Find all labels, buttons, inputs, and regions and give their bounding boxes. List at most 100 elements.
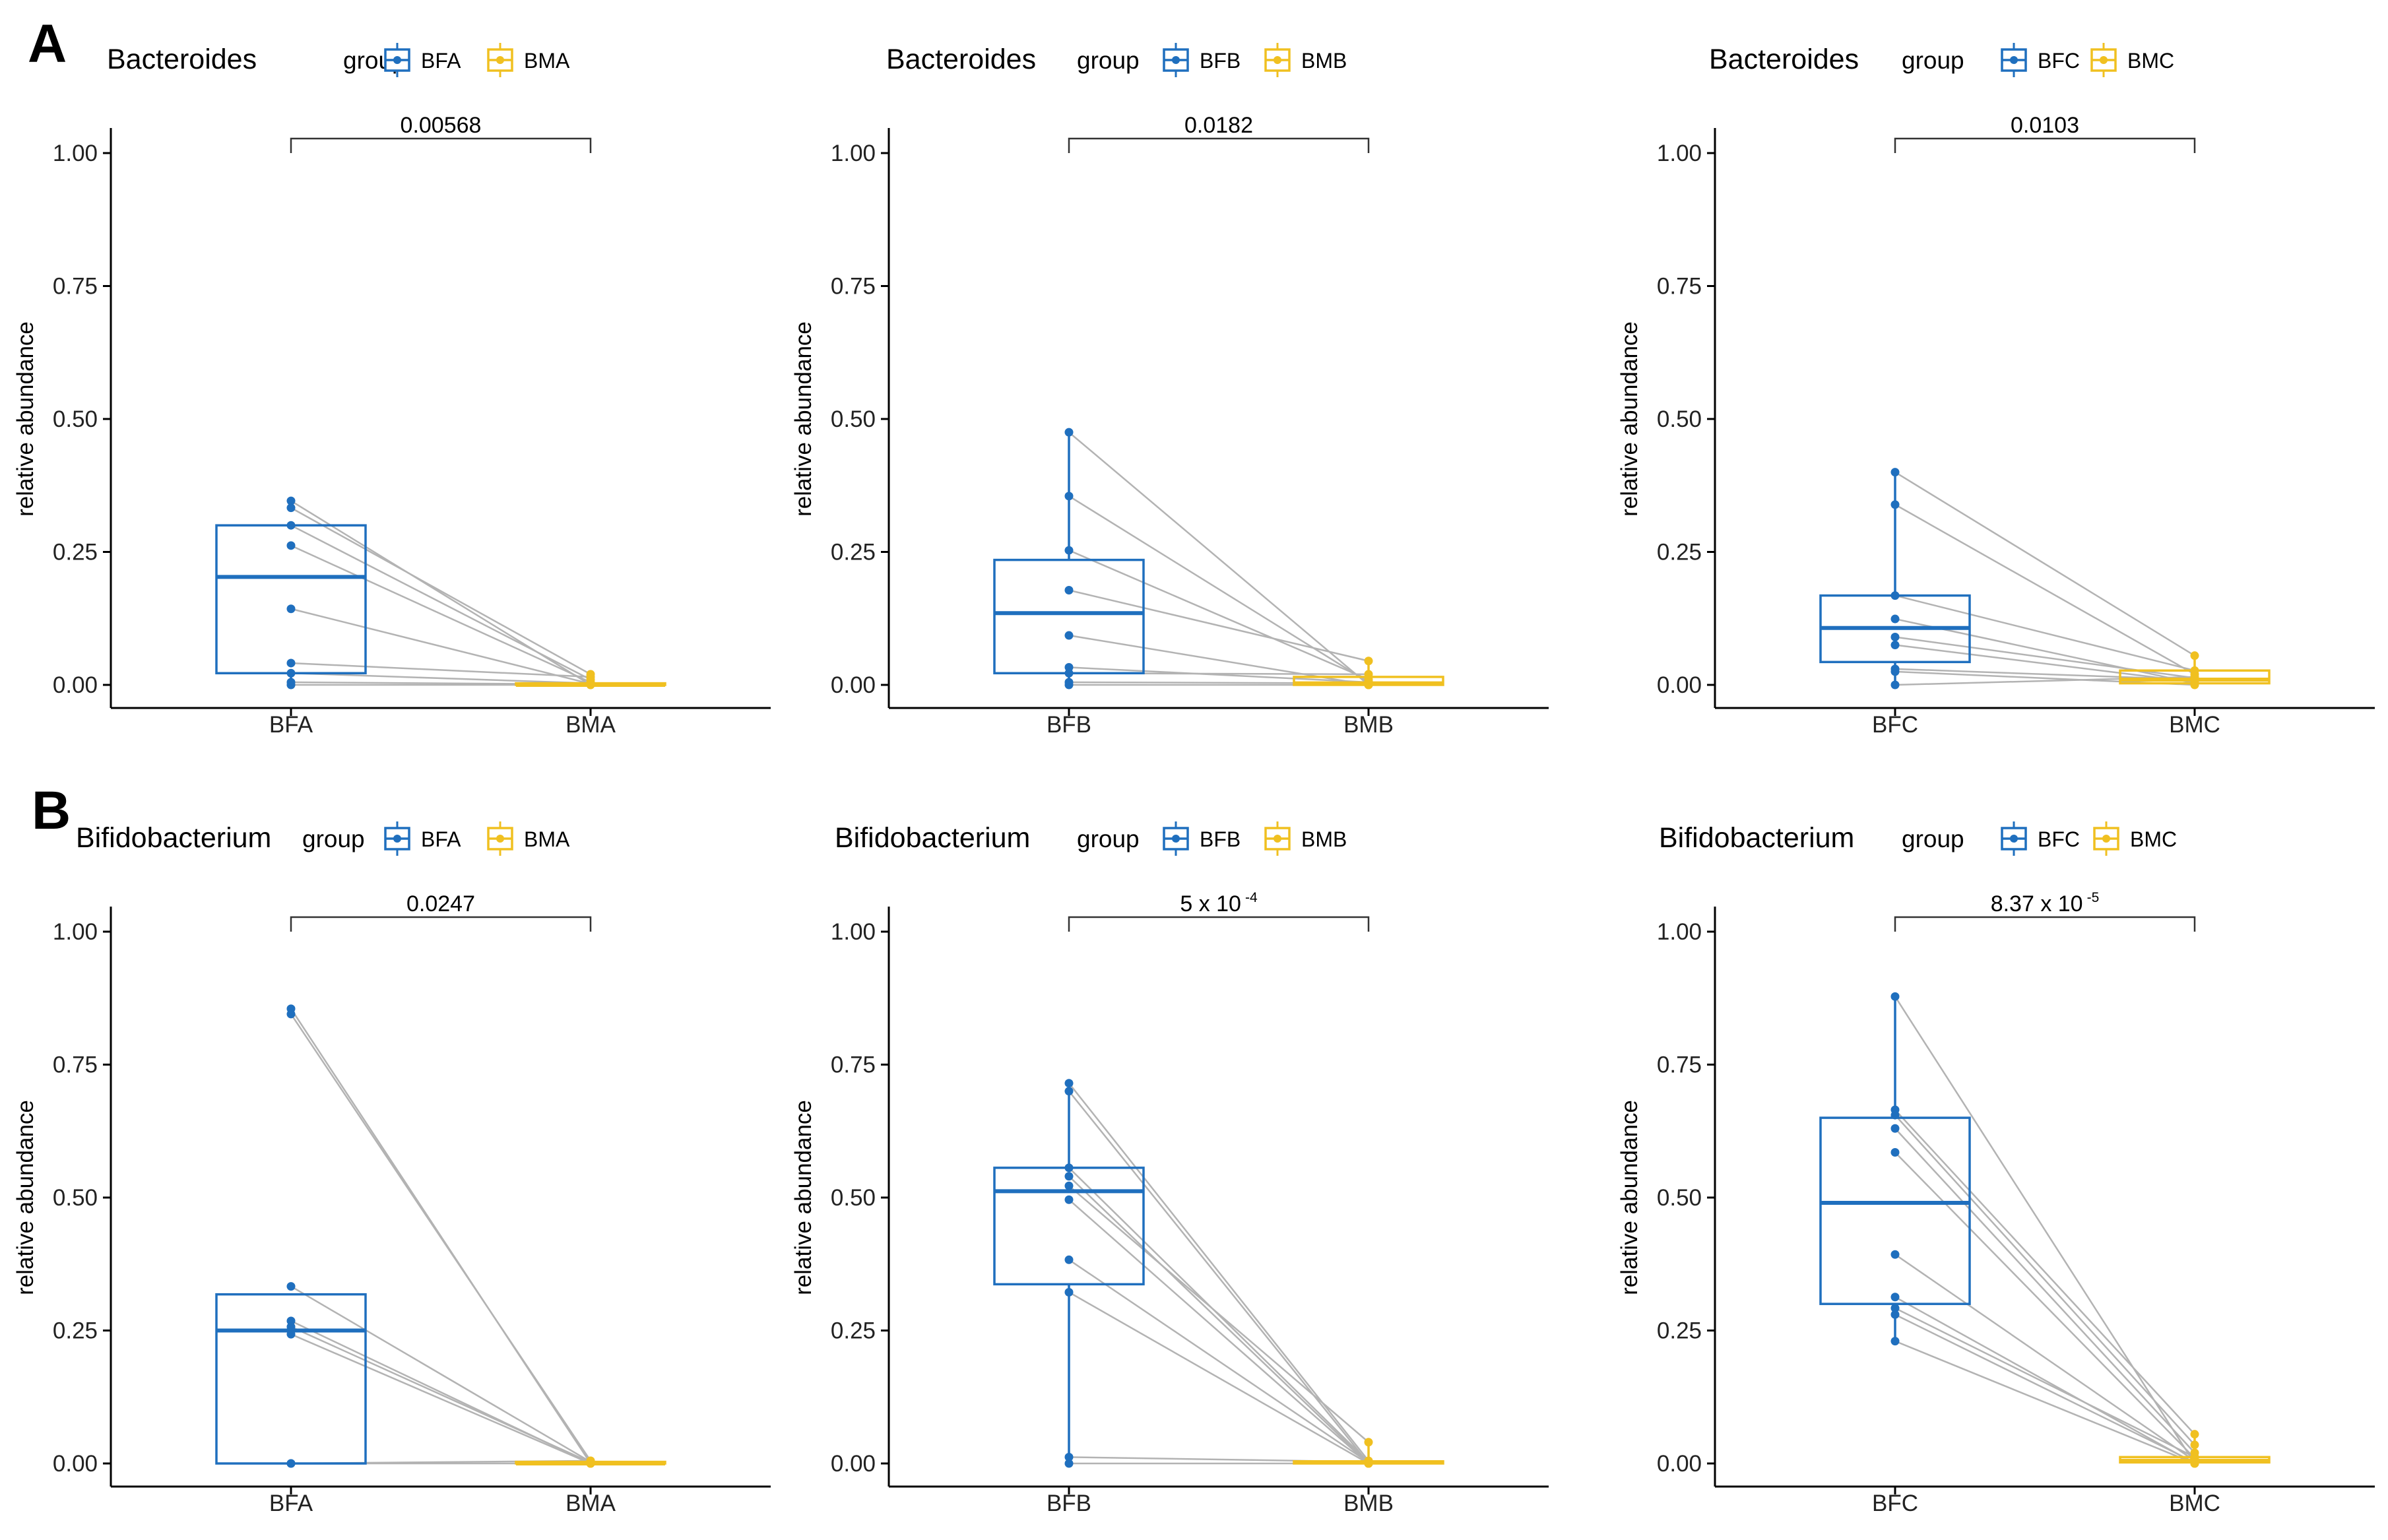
plot-b-1: Bifidobacterium group BFA BMA 0.00 0.25 0.50 0.…	[13, 821, 771, 1516]
legend-key-blue	[384, 821, 410, 856]
p-value-base: 0.0182	[1184, 113, 1253, 138]
p-value-label: 8.37 x 10 -5	[1991, 890, 2100, 916]
box-iqr	[993, 558, 1145, 675]
data-point	[1890, 468, 1900, 477]
x-tick-label: BFB	[1047, 712, 1091, 738]
data-point	[1890, 1250, 1900, 1259]
pair-line	[1894, 1307, 2195, 1458]
box-bfb	[993, 1083, 1145, 1463]
legend-key-dot	[393, 835, 401, 843]
y-tick-label: 0.25	[831, 540, 876, 565]
y-axis-title: relative abundance	[1617, 1100, 1642, 1295]
p-value-exponent: -4	[1245, 890, 1258, 905]
pair-line	[1894, 1254, 2195, 1461]
y-tick-label: 0.50	[831, 406, 876, 432]
y-tick-label: 1.00	[53, 141, 98, 166]
y-tick-label: 0.50	[53, 406, 98, 432]
plot-title: Bifidobacterium	[76, 822, 271, 854]
plot-title: Bifidobacterium	[1659, 822, 1854, 854]
data-point	[2190, 680, 2199, 690]
data-point	[1064, 1195, 1074, 1204]
legend-key-dot	[1274, 56, 1281, 64]
data-point	[2190, 1440, 2199, 1450]
data-point	[1364, 1459, 1373, 1468]
data-point	[1064, 1087, 1074, 1096]
pair-line	[1894, 1151, 2195, 1459]
p-value-exponent: -5	[2087, 890, 2100, 905]
plot-a-1: Bacteroides group BFA BMA0.000.250.500.751.…	[13, 43, 771, 738]
data-point	[1064, 668, 1074, 678]
legend-label: BFC	[2038, 827, 2080, 851]
data-point	[1064, 631, 1074, 640]
legend-key-dot	[496, 835, 504, 843]
data-point	[1064, 586, 1074, 595]
data-point	[1890, 680, 1900, 690]
pair-line	[1894, 1128, 2195, 1454]
x-tick-label: BMC	[2169, 712, 2220, 738]
legend-key-yellow	[487, 43, 513, 77]
p-value-label: 0.00568	[401, 113, 482, 138]
y-tick-label: 0.75	[1657, 274, 1702, 300]
legend-key-blue	[2001, 821, 2027, 856]
legend-key-dot	[1274, 835, 1281, 843]
data-point	[1890, 500, 1900, 509]
significance-bracket	[1068, 137, 1370, 153]
x-tick-label: BFA	[269, 712, 313, 738]
data-point	[286, 521, 296, 530]
pair-line	[1068, 1082, 1369, 1461]
pair-line	[1894, 1314, 2195, 1463]
data-point	[2190, 651, 2199, 660]
plot-a-3: Bacteroides group BFC BMC 0.00 0.25 0.50 0.75 1.…	[1617, 43, 2375, 738]
plot-title: Bacteroides	[107, 44, 257, 75]
data-point	[1890, 1293, 1900, 1302]
data-point	[1364, 657, 1373, 666]
data-point	[1890, 632, 1900, 641]
pair-line	[1068, 1291, 1369, 1465]
y-tick-label: 0.00	[1657, 1451, 1702, 1477]
y-tick-label: 0.50	[831, 1185, 876, 1211]
data-point	[1064, 1079, 1074, 1088]
pair-line	[1068, 1199, 1369, 1464]
legend-key-dot	[2010, 56, 2018, 64]
p-value-label: 0.0103	[2011, 113, 2079, 138]
pair-line	[290, 1285, 591, 1463]
data-point	[1064, 428, 1074, 437]
data-point	[586, 1459, 595, 1468]
y-tick-label: 0.25	[1657, 1318, 1702, 1344]
pair-line	[290, 662, 591, 678]
data-point	[2190, 666, 2199, 675]
data-point	[2190, 1459, 2199, 1468]
data-point	[286, 604, 296, 614]
pair-line	[1894, 996, 2196, 1464]
data-point	[286, 496, 296, 505]
legend-label: BFB	[1200, 49, 1241, 73]
significance-bracket	[290, 137, 592, 153]
legend-title: group	[1902, 825, 1964, 852]
significance-bracket	[290, 916, 592, 932]
plot-title: Bacteroides	[886, 44, 1036, 75]
legend-key-dot	[1172, 56, 1180, 64]
y-axis-title: relative abundance	[1617, 321, 1642, 517]
x-tick-label: BFA	[269, 1491, 313, 1516]
data-point	[1364, 1438, 1373, 1447]
pair-line	[1894, 1296, 2195, 1465]
x-tick-label: BMA	[565, 712, 616, 738]
legend-key-yellow	[1264, 821, 1291, 856]
data-point	[586, 680, 595, 690]
legend-key-dot	[2102, 835, 2110, 843]
legend-label: BMB	[1301, 827, 1347, 851]
plot-b-3: Bifidobacterium group BFC BMC 0.00 0.25 0.50 0.…	[1617, 821, 2375, 1516]
data-point	[1890, 1310, 1900, 1319]
panel-letter-b: B	[32, 781, 71, 841]
data-point	[1064, 680, 1074, 690]
y-axis-title: relative abundance	[13, 1100, 38, 1295]
legend-key-dot	[496, 56, 504, 64]
data-point	[1064, 546, 1074, 555]
pair-line	[1068, 549, 1369, 681]
data-point	[1064, 492, 1074, 501]
plot-title: Bacteroides	[1709, 44, 1859, 75]
pair-line	[290, 1333, 591, 1465]
y-tick-label: 0.25	[53, 1318, 98, 1344]
y-axis-title: relative abundance	[791, 1100, 816, 1295]
